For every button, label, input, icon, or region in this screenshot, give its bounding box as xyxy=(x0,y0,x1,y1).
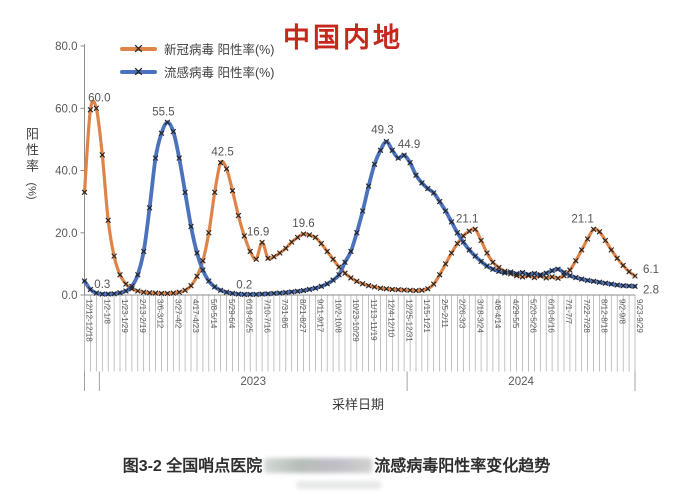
svg-text:11/13-11/19: 11/13-11/19 xyxy=(369,299,378,341)
svg-text:10/23-10/29: 10/23-10/29 xyxy=(351,299,360,342)
svg-text:12/12-12/18: 12/12-12/18 xyxy=(85,299,94,342)
x-marker-icon xyxy=(134,44,143,52)
svg-text:42.5: 42.5 xyxy=(211,147,233,159)
svg-text:5/29-6/4: 5/29-6/4 xyxy=(227,299,236,329)
covid-legend-line xyxy=(120,44,157,52)
svg-text:2023: 2023 xyxy=(240,376,266,388)
svg-text:49.3: 49.3 xyxy=(371,125,393,137)
svg-text:44.9: 44.9 xyxy=(398,139,420,151)
svg-text:80.0: 80.0 xyxy=(55,41,77,53)
svg-text:2/26-3/3: 2/26-3/3 xyxy=(458,299,467,329)
svg-text:7/31-8/6: 7/31-8/6 xyxy=(280,299,289,329)
svg-text:2.8: 2.8 xyxy=(643,284,659,296)
svg-text:60.0: 60.0 xyxy=(88,92,110,104)
covid-series-line xyxy=(82,99,637,296)
svg-text:12/25-12/31: 12/25-12/31 xyxy=(404,299,413,342)
svg-text:0.3: 0.3 xyxy=(94,279,110,291)
svg-text:4/8-4/14: 4/8-4/14 xyxy=(493,299,502,329)
x-marker-icon xyxy=(134,67,143,75)
y-axis-title-text: 阳性率 xyxy=(24,127,39,175)
svg-text:55.5: 55.5 xyxy=(152,106,174,118)
caption-suffix: 流感病毒阳性率变化趋势 xyxy=(374,458,551,475)
svg-text:2/13-2/19: 2/13-2/19 xyxy=(138,299,147,333)
svg-text:9/11-9/17: 9/11-9/17 xyxy=(316,299,325,333)
svg-text:9/2-9/8: 9/2-9/8 xyxy=(617,299,626,324)
svg-text:3/18-3/24: 3/18-3/24 xyxy=(475,299,484,333)
chart-canvas: 12/12-12/18 1/2-1/8 1/23-1/29 2/13-2/19 3/6-… xyxy=(55,41,659,412)
svg-text:6/19-6/25: 6/19-6/25 xyxy=(245,299,254,333)
covid-series-markers xyxy=(81,105,638,297)
legend-item-covid: 新冠病毒 阳性率(%) xyxy=(120,37,274,60)
svg-text:0.2: 0.2 xyxy=(236,279,252,291)
x-tick-lines xyxy=(84,295,636,372)
data-labels: 60.0 42.5 16.9 19.6 21.1 21.1 6.1 0.3 55.5 0.2 49.… xyxy=(88,92,659,296)
svg-text:3/6-3/12: 3/6-3/12 xyxy=(156,299,165,329)
y-axis-title: 阳性率 (%) xyxy=(22,127,41,200)
legend-item-flu: 流感病毒 阳性率(%) xyxy=(120,60,274,83)
redacted-smudge xyxy=(296,481,382,489)
svg-text:21.1: 21.1 xyxy=(571,213,593,225)
chart-plot-area: 12/12-12/18 1/2-1/8 1/23-1/29 2/13-2/19 3/6-… xyxy=(55,41,659,412)
covid-legend-label: 新冠病毒 阳性率(%) xyxy=(164,43,275,57)
x-axis-title: 采样日期 xyxy=(332,397,384,412)
chart-title: 中国内地 xyxy=(283,23,403,53)
year-bands: 2023 2024 xyxy=(84,371,636,391)
svg-text:3/27-4/2: 3/27-4/2 xyxy=(174,299,183,329)
svg-text:9/23-9/29: 9/23-9/29 xyxy=(635,299,644,333)
svg-text:5/20-5/26: 5/20-5/26 xyxy=(529,299,538,333)
svg-text:60.0: 60.0 xyxy=(55,103,77,115)
svg-text:40.0: 40.0 xyxy=(55,166,77,178)
svg-text:8/21-8/27: 8/21-8/27 xyxy=(298,299,307,333)
svg-text:10/2-10/8: 10/2-10/8 xyxy=(333,299,342,333)
svg-text:12/4-12/10: 12/4-12/10 xyxy=(387,299,396,338)
svg-text:7/1-7/7: 7/1-7/7 xyxy=(564,299,573,324)
svg-text:0.0: 0.0 xyxy=(62,290,78,302)
svg-text:6.1: 6.1 xyxy=(643,264,659,276)
svg-text:7/22-7/28: 7/22-7/28 xyxy=(582,299,591,333)
svg-text:1/2-1/8: 1/2-1/8 xyxy=(103,299,112,324)
svg-text:16.9: 16.9 xyxy=(247,226,269,238)
flu-legend-label: 流感病毒 阳性率(%) xyxy=(164,66,275,80)
caption-prefix: 图3-2 全国哨点医院 xyxy=(122,458,263,475)
flu-series-line xyxy=(82,120,637,297)
svg-text:2024: 2024 xyxy=(508,376,534,388)
flu-legend-line xyxy=(120,67,157,75)
svg-text:1/23-1/29: 1/23-1/29 xyxy=(120,299,129,333)
svg-text:4/17-4/23: 4/17-4/23 xyxy=(191,299,200,333)
redacted-text xyxy=(264,458,373,473)
svg-text:19.6: 19.6 xyxy=(292,218,314,230)
svg-text:6/10-6/16: 6/10-6/16 xyxy=(546,299,555,333)
svg-text:7/10-7/16: 7/10-7/16 xyxy=(262,299,271,333)
svg-text:1/15-1/21: 1/15-1/21 xyxy=(422,299,431,333)
svg-text:4/29-5/5: 4/29-5/5 xyxy=(511,299,520,329)
legend: 新冠病毒 阳性率(%) 流感病毒 阳性率(%) xyxy=(120,37,274,83)
svg-text:21.1: 21.1 xyxy=(456,213,478,225)
svg-text:5/8-5/14: 5/8-5/14 xyxy=(209,299,218,329)
svg-text:8/12-8/18: 8/12-8/18 xyxy=(600,299,609,333)
svg-text:20.0: 20.0 xyxy=(55,228,77,240)
svg-text:2/5-2/11: 2/5-2/11 xyxy=(440,299,449,328)
flu-series-markers xyxy=(81,119,638,298)
x-tick-labels: 12/12-12/18 1/2-1/8 1/23-1/29 2/13-2/19 3/6-… xyxy=(85,299,645,342)
caption: 图3-2 全国哨点医院 流感病毒阳性率变化趋势 xyxy=(0,452,673,476)
